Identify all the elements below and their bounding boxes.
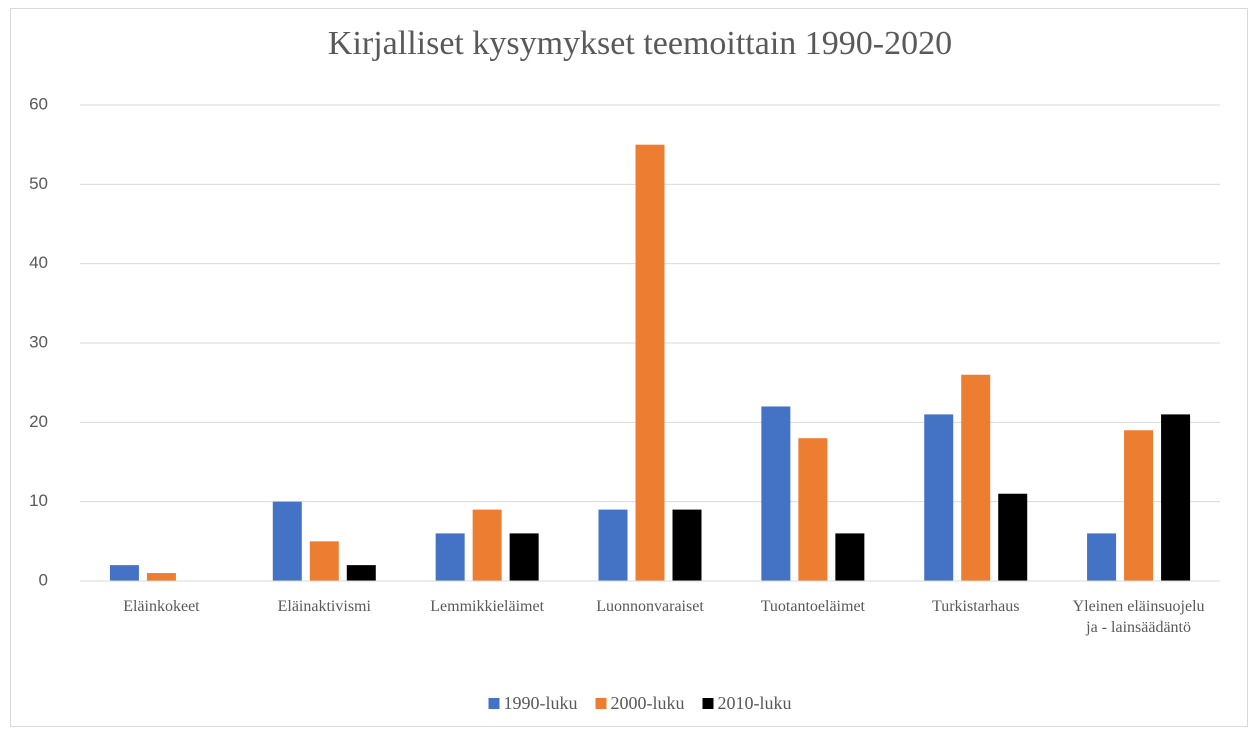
x-tick-label: Turkistarhaus <box>932 598 1019 615</box>
legend: 1990-luku 2000-luku 2010-luku <box>488 693 792 713</box>
x-tick-label: Lemmikkieläimet <box>430 598 544 615</box>
legend-swatch <box>702 698 714 709</box>
bar <box>635 144 665 581</box>
x-tick-label: Eläinkokeet <box>123 598 200 615</box>
y-tick-label: 50 <box>29 174 48 193</box>
bar <box>761 406 791 581</box>
y-tick-label: 20 <box>29 412 48 431</box>
chart-border <box>10 8 1248 727</box>
bar <box>309 541 339 581</box>
legend-label: 2010-luku <box>718 693 792 713</box>
bar <box>146 573 176 581</box>
bar <box>109 565 139 581</box>
bar <box>346 565 376 581</box>
bar <box>798 438 828 581</box>
bar <box>1161 414 1191 581</box>
y-tick-label: 40 <box>29 253 48 272</box>
bar <box>961 374 991 581</box>
legend-label: 2000-luku <box>611 693 685 713</box>
bar <box>1087 533 1117 581</box>
y-tick-label: 30 <box>29 332 48 351</box>
bar <box>835 533 865 581</box>
x-tick-label: Luonnonvaraiset <box>596 598 704 615</box>
bar <box>272 501 302 581</box>
bar <box>435 533 465 581</box>
bar <box>598 509 628 581</box>
x-tick-label: Tuotantoeläimet <box>761 598 866 615</box>
bar <box>998 493 1028 581</box>
chart-title: Kirjalliset kysymykset teemoittain 1990-… <box>328 25 952 62</box>
x-tick-label: Yleinen eläinsuojelu ja - lainsäädäntö <box>1073 598 1205 636</box>
bar <box>924 414 954 581</box>
legend-label: 1990-luku <box>504 693 578 713</box>
y-tick-label: 10 <box>29 491 48 510</box>
x-tick-label: Eläinaktivismi <box>278 598 372 615</box>
bar <box>509 533 539 581</box>
legend-swatch <box>595 698 607 709</box>
legend-swatch <box>488 698 500 709</box>
bar <box>1124 430 1154 581</box>
bar <box>472 509 502 581</box>
bar <box>672 509 702 581</box>
y-tick-label: 60 <box>29 94 48 113</box>
y-tick-label: 0 <box>39 570 48 589</box>
